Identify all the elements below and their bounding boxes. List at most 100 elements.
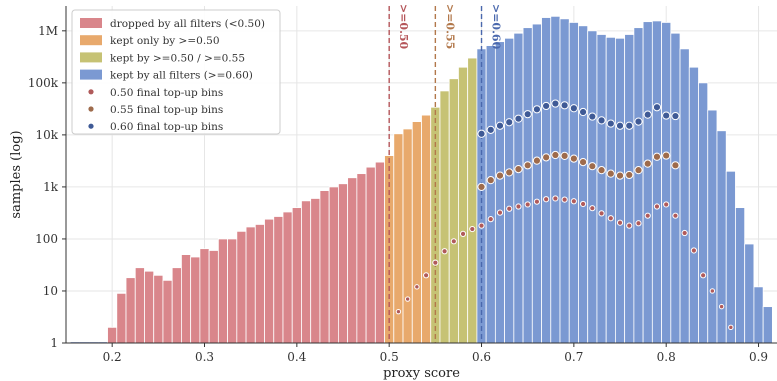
histogram-bar xyxy=(273,216,284,344)
histogram-bar xyxy=(245,226,256,344)
x-tick-label: 0.3 xyxy=(195,350,214,364)
histogram-bar xyxy=(116,292,127,344)
topup-point xyxy=(487,216,494,223)
histogram-bar xyxy=(624,34,635,344)
topup-point xyxy=(718,303,725,310)
topup-point xyxy=(514,164,523,174)
topup-point xyxy=(644,212,651,219)
topup-point xyxy=(486,176,495,185)
histogram-bar xyxy=(642,21,653,344)
x-tick-label: 0.4 xyxy=(287,350,306,364)
legend-label: kept only by >=0.50 xyxy=(110,35,220,47)
histogram-bar xyxy=(753,286,764,344)
histogram-bar xyxy=(421,114,432,344)
histogram-bar xyxy=(541,17,552,344)
topup-point xyxy=(432,259,439,266)
topup-point xyxy=(560,151,569,160)
legend-swatch xyxy=(80,52,102,63)
topup-point xyxy=(671,111,680,121)
histogram-bar xyxy=(633,27,644,344)
topup-point xyxy=(506,205,513,212)
y-tick-label: 10k xyxy=(35,128,58,142)
histogram-bar xyxy=(651,20,662,344)
y-axis-title: samples (log) xyxy=(9,130,24,218)
topup-point xyxy=(607,215,614,222)
legend-marker xyxy=(88,123,94,129)
topup-point xyxy=(606,119,615,128)
legend-marker xyxy=(88,106,94,112)
topup-point xyxy=(514,114,523,123)
topup-point xyxy=(478,222,485,229)
histogram-bar xyxy=(347,177,358,344)
legend-marker xyxy=(88,89,94,95)
histogram-bar xyxy=(615,37,626,344)
topup-point xyxy=(652,152,662,161)
topup-point xyxy=(643,159,652,168)
topup-point xyxy=(635,220,642,227)
histogram-bar xyxy=(531,23,542,344)
axes xyxy=(65,6,777,344)
topup-point xyxy=(653,203,661,210)
topup-point xyxy=(505,118,514,127)
legend-label: kept by all filters (>=0.60) xyxy=(110,70,253,82)
topup-point xyxy=(671,161,680,170)
topup-point xyxy=(515,203,522,210)
y-tick-label: 10 xyxy=(43,284,58,298)
histogram-bar xyxy=(411,121,422,344)
threshold-label: >=0.60 xyxy=(490,4,503,50)
topup-point xyxy=(589,205,596,212)
legend-label: kept by >=0.50 / >=0.55 xyxy=(110,52,245,64)
legend-label: 0.50 final top-up bins xyxy=(110,87,223,99)
topup-point xyxy=(524,201,531,208)
topup-point xyxy=(561,196,568,203)
topup-point xyxy=(625,121,634,130)
x-axis-title: proxy score xyxy=(383,366,460,381)
topup-point xyxy=(626,222,633,229)
histogram-bar xyxy=(208,250,219,344)
x-tick-label: 0.8 xyxy=(657,350,676,364)
topup-point xyxy=(533,198,541,205)
histogram-bar xyxy=(162,279,173,344)
topup-point xyxy=(663,201,670,208)
topup-point xyxy=(598,210,605,217)
x-tick-label: 0.6 xyxy=(472,350,491,364)
topup-point xyxy=(579,200,587,208)
topup-point xyxy=(532,156,542,165)
histogram-bar xyxy=(134,267,145,344)
topup-point xyxy=(495,171,505,180)
legend-swatch xyxy=(80,35,102,46)
histogram-bar xyxy=(125,277,136,344)
histogram-bar xyxy=(337,183,349,344)
topup-point xyxy=(552,195,559,202)
topup-point xyxy=(578,107,588,117)
histogram-bar xyxy=(153,274,164,344)
topup-point xyxy=(532,105,542,114)
y-tick-label: 1 xyxy=(50,336,58,350)
topup-point xyxy=(542,101,551,111)
histogram-bar xyxy=(698,82,709,344)
y-tick-label: 1k xyxy=(43,180,59,194)
topup-point xyxy=(441,248,448,255)
x-tick-label: 0.9 xyxy=(749,350,768,364)
topup-point xyxy=(551,99,560,108)
topup-point xyxy=(551,150,560,160)
topup-point xyxy=(469,225,476,233)
topup-point xyxy=(672,212,679,219)
histogram-bar xyxy=(679,48,690,344)
topup-point xyxy=(569,104,578,113)
topup-point xyxy=(578,157,588,167)
topup-points xyxy=(395,99,734,331)
y-tick-label: 100 xyxy=(35,232,58,246)
topup-point xyxy=(643,110,652,119)
topup-point xyxy=(709,288,716,294)
histogram-bar xyxy=(310,198,321,344)
histogram-bar xyxy=(301,200,312,344)
topup-point xyxy=(542,153,551,162)
histogram-bar xyxy=(291,207,302,344)
topup-point xyxy=(570,198,577,205)
histogram-bar xyxy=(494,41,506,344)
legend: dropped by all filters (<0.50) kept only … xyxy=(71,9,281,135)
histogram-bars xyxy=(70,15,773,344)
histogram-bar xyxy=(439,90,450,344)
topup-point xyxy=(728,324,734,331)
